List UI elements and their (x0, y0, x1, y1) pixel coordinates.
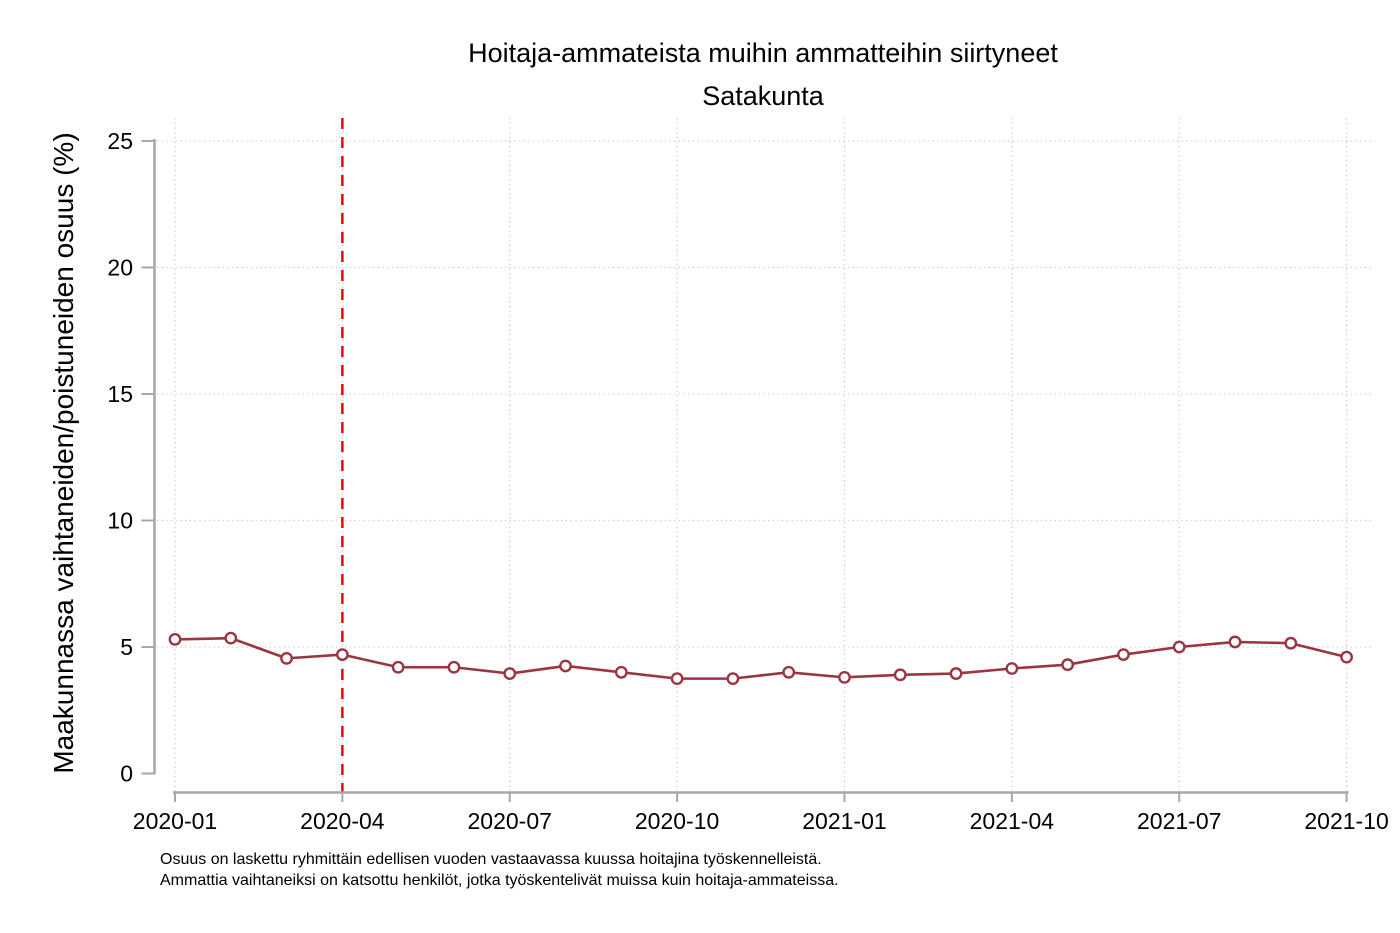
data-markers (168, 631, 1353, 686)
svg-text:2020-04: 2020-04 (300, 808, 385, 834)
x-gridlines (174, 118, 1348, 793)
svg-text:2021-10: 2021-10 (1304, 808, 1388, 834)
svg-text:2020-07: 2020-07 (468, 808, 552, 834)
svg-text:2021-01: 2021-01 (802, 808, 886, 834)
svg-text:25: 25 (107, 128, 133, 154)
svg-text:2020-01: 2020-01 (133, 808, 217, 834)
y-gridlines (157, 140, 1372, 648)
chart-title: Hoitaja-ammateista muihin ammatteihin si… (468, 38, 1058, 68)
y-tick-labels: 0 5 10 15 20 25 (107, 128, 133, 787)
footnotes: Osuus on laskettu ryhmittäin edellisen v… (160, 849, 839, 891)
footnote-line-1: Osuus on laskettu ryhmittäin edellisen v… (160, 851, 822, 868)
series-line (174, 636, 1347, 680)
svg-text:0: 0 (120, 761, 133, 787)
x-tick-labels: 2020-01 2020-04 2020-07 2020-10 2021-01 2021-… (133, 808, 1389, 834)
svg-text:2021-04: 2021-04 (970, 808, 1055, 834)
chart-subtitle: Satakunta (702, 81, 824, 111)
x-axis (173, 791, 1349, 802)
y-axis (141, 139, 156, 775)
svg-text:2021-07: 2021-07 (1137, 808, 1221, 834)
svg-text:2020-10: 2020-10 (635, 808, 719, 834)
footnote-line-2: Ammattia vaihtaneiksi on katsottu henkil… (160, 872, 839, 889)
svg-text:20: 20 (107, 255, 133, 281)
svg-text:15: 15 (107, 381, 133, 407)
svg-text:10: 10 (107, 508, 133, 534)
svg-text:5: 5 (120, 634, 133, 660)
